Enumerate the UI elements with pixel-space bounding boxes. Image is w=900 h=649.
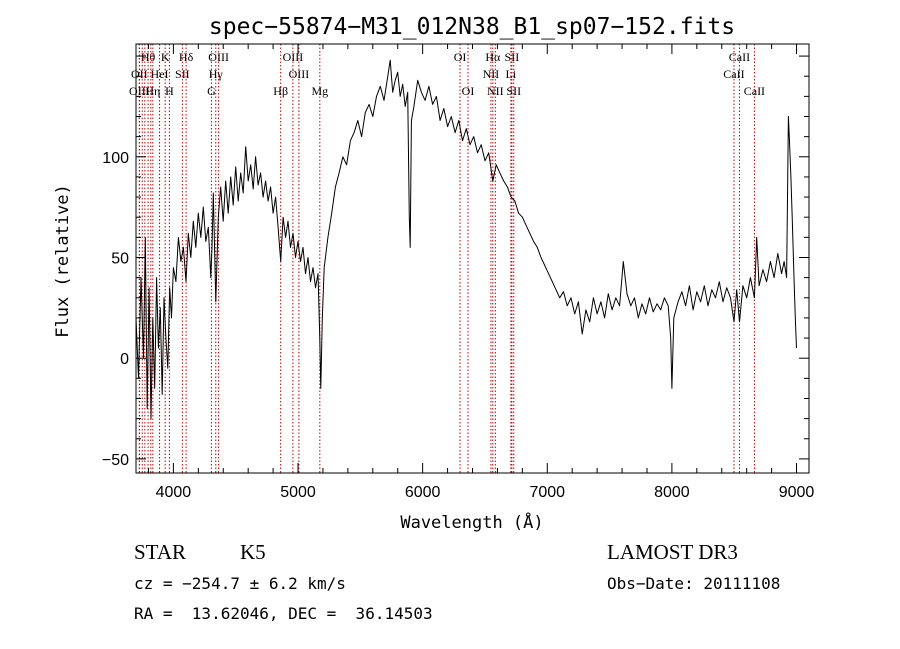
line-label-hη: Hη [145,84,160,98]
x-tick-label: 9000 [779,484,815,501]
line-label-caii: CaII [744,84,765,98]
line-label-hα: Hα [485,50,501,64]
spectrum-line [135,59,797,420]
line-label-hβ: Hβ [273,84,288,98]
y-tick-label: 100 [102,150,129,167]
line-label-sii: SII [505,50,520,64]
line-label-oiii: OIII [289,67,310,81]
y-axis-label: Flux (relative) [53,184,73,338]
line-label-h: H [165,84,174,98]
line-label-hθ: Hθ [141,50,156,64]
object-subclass: K5 [240,540,266,564]
plot-frame [135,43,810,474]
sky-coordinates: RA = 13.62046, DEC = 36.14503 [134,604,433,623]
axes: 4000 5000 6000 7000 8000 9000 −50 0 50 100 [102,43,815,501]
line-label-oiii: OIII [208,50,229,64]
x-tick-label: 6000 [405,484,441,501]
x-tick-label: 4000 [156,484,192,501]
line-label-mg: Mg [311,84,328,98]
line-label-k: K [161,50,170,64]
line-label-hei: HeI [151,67,169,81]
y-tick-label: −50 [102,452,129,469]
object-class: STAR [134,540,186,564]
line-label-oii: OII [131,67,148,81]
line-label-oi: OI [454,50,467,64]
line-label-oi: OI [462,84,475,98]
x-tick-label: 8000 [654,484,690,501]
chart-title: spec−55874−M31_012N38_B1_sp07−152.fits [209,14,735,40]
observation-date: Obs−Date: 20111108 [607,574,781,593]
line-label-sii: SII [175,67,190,81]
line-label-hδ: Hδ [179,50,194,64]
spectrum-series [135,59,797,420]
y-tick-label: 0 [120,351,129,368]
line-markers: Hθ K Hδ OIII OIII OI Hα SII CaII OII HeI SII Hγ OIII N… [129,44,765,473]
x-tick-label: 7000 [529,484,565,501]
x-axis-label: Wavelength (Å) [400,511,543,533]
line-label-oiii: OIII [283,50,304,64]
line-label-g: G [207,84,216,98]
x-tick-label: 5000 [280,484,316,501]
y-tick-label: 50 [111,250,129,267]
line-label-nii: NII [483,67,500,81]
line-label-hγ: Hγ [209,67,224,81]
line-label-caii: CaII [729,50,750,64]
survey-name: LAMOST DR3 [607,540,738,564]
line-label-li: Li [506,67,517,81]
line-label-sii: SII [506,84,521,98]
line-label-nii: NII [487,84,504,98]
redshift-cz: cz = −254.7 ± 6.2 km/s [134,574,346,593]
line-label-caii: CaII [723,67,744,81]
